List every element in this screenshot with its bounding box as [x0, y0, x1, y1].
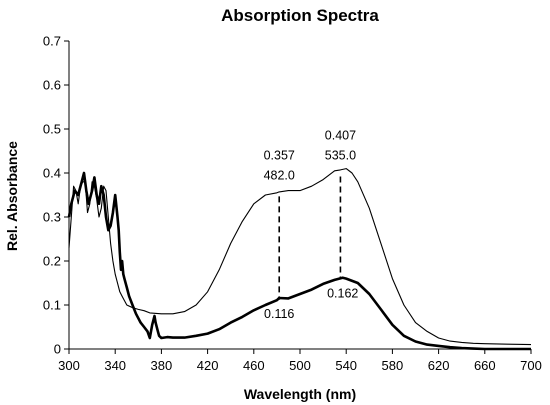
peak-annotation-label: 482.0	[264, 168, 295, 182]
y-tick-label: 0.4	[43, 166, 61, 181]
x-tick-label: 540	[335, 358, 357, 373]
series-line-thick	[67, 171, 531, 351]
y-axis-title: Rel. Absorbance	[4, 141, 20, 251]
x-tick-label: 620	[428, 358, 450, 373]
x-tick-label: 300	[58, 358, 80, 373]
x-tick-label: 380	[151, 358, 173, 373]
peak-annotation-label: 0.357	[264, 148, 295, 162]
axes: 0 0.1 0.2 0.3 0.4 0.5 0.6 0.7 300 340 380 420 460 500…	[43, 34, 542, 374]
y-tick-label: 0.2	[43, 254, 61, 269]
labels-layer: 0.116 0.162	[264, 287, 358, 321]
y-tick-label: 0.1	[43, 298, 61, 313]
annotations: 0.357 482.0 0.407 535.0	[264, 129, 356, 300]
y-tick-label: 0	[54, 342, 61, 357]
x-tick-label: 340	[104, 358, 126, 373]
x-tick-label: 500	[289, 358, 311, 373]
y-tick-label: 0.7	[43, 34, 61, 49]
x-tick-label: 700	[520, 358, 542, 373]
x-tick-label: 580	[382, 358, 404, 373]
x-tick-label: 460	[243, 358, 265, 373]
chart-title: Absorption Spectra	[221, 6, 379, 25]
y-tick-label: 0.5	[43, 122, 61, 137]
data-label: 0.162	[327, 287, 358, 301]
series-layer	[67, 168, 532, 351]
data-label: 0.116	[264, 307, 294, 321]
y-tick-label: 0.6	[43, 78, 61, 93]
x-tick-label: 660	[474, 358, 496, 373]
peak-annotation-label: 535.0	[325, 149, 356, 163]
y-tick-label: 0.3	[43, 210, 61, 225]
x-tick-label: 420	[197, 358, 219, 373]
x-axis-title: Wavelength (nm)	[244, 386, 356, 402]
peak-annotation-label: 0.407	[325, 129, 356, 143]
